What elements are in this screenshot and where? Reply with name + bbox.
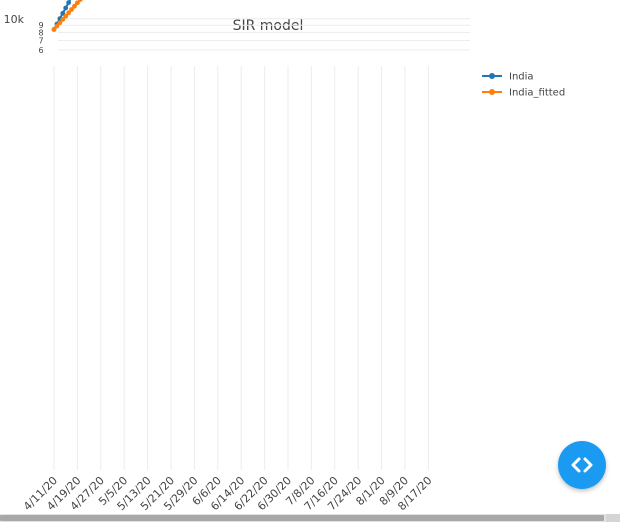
data-point <box>54 23 60 29</box>
data-point <box>60 17 66 22</box>
data-point <box>75 0 80 6</box>
scrollbar-arrow-right[interactable] <box>606 514 620 522</box>
plot-area <box>51 0 83 32</box>
legend-label-india: India <box>509 72 534 83</box>
data-point <box>66 10 72 16</box>
legend-item-india[interactable]: India <box>482 72 534 83</box>
data-point <box>77 0 83 2</box>
y-tick-label: 8 <box>38 28 43 37</box>
data-point <box>63 13 69 19</box>
data-point <box>63 5 69 11</box>
chart-title: SIR model <box>233 18 304 34</box>
code-chevrons-icon <box>571 457 593 473</box>
grid <box>53 18 470 470</box>
legend-label-india-fitted: India_fitted <box>509 88 565 99</box>
scrollbar-thumb[interactable] <box>0 515 604 521</box>
data-point <box>57 20 63 26</box>
horizontal-scrollbar[interactable] <box>0 514 620 522</box>
legend-item-india-fitted[interactable]: India_fitted <box>482 88 565 99</box>
series-india-fitted <box>51 0 83 32</box>
y-tick-label: 7 <box>38 36 43 45</box>
code-toggle-button[interactable] <box>558 441 606 489</box>
y-tick-label: 9 <box>38 21 43 30</box>
data-point <box>66 0 72 6</box>
y-tick-label-major: 10k <box>4 13 25 26</box>
y-tick-label: 6 <box>38 46 43 55</box>
data-point <box>51 27 57 32</box>
y-axis: 6789234567892345678923410k100k1M <box>4 13 44 55</box>
data-point <box>72 3 77 9</box>
data-point <box>69 7 74 12</box>
x-axis: 4/11/204/19/204/27/205/5/205/13/205/21/2… <box>21 474 435 513</box>
legend: India India_fitted <box>482 72 565 99</box>
